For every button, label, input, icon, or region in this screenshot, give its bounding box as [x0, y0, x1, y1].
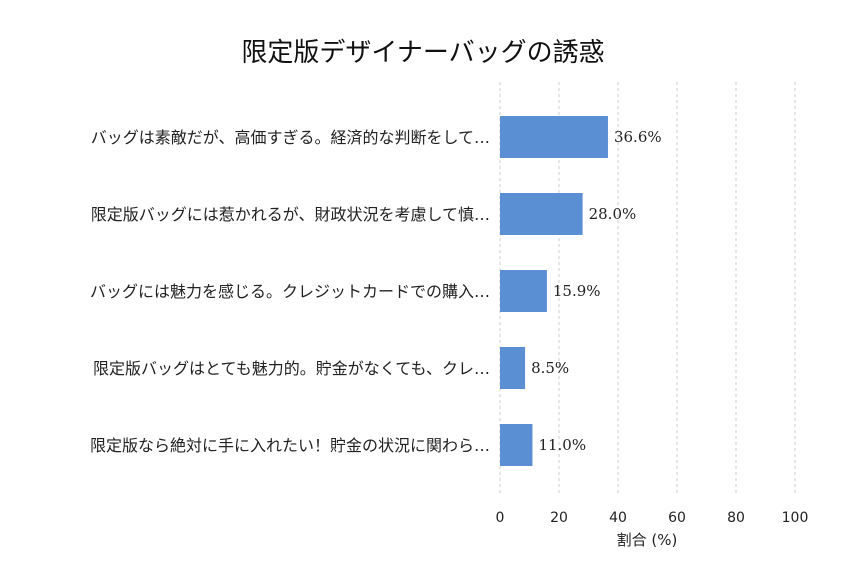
x-tick-label-1: 20: [550, 510, 568, 526]
category-label-3: 限定版バッグはとても魅力的。貯金がなくても、クレ…: [93, 359, 490, 378]
category-label-1: 限定版バッグには惹かれるが、財政状況を考慮して慎…: [91, 205, 490, 224]
bar-2: [500, 270, 547, 312]
bar-4: [500, 424, 533, 466]
bar-3: [500, 347, 526, 389]
category-labels: バッグは素敵だが、高価すぎる。経済的な判断をして… 限定版バッグには惹かれるが、財…: [90, 128, 490, 455]
value-label-1: 28.0%: [589, 205, 637, 223]
x-tick-label-5: 100: [782, 510, 809, 526]
x-tick-label-4: 80: [727, 510, 745, 526]
value-label-4: 11.0%: [538, 436, 586, 454]
value-label-2: 15.9%: [553, 282, 601, 300]
category-label-4: 限定版なら絶対に手に入れたい！貯金の状況に関わら…: [90, 436, 490, 455]
value-label-0: 36.6%: [614, 128, 662, 146]
category-label-0: バッグは素敵だが、高価すぎる。経済的な判断をして…: [91, 128, 490, 147]
category-label-2: バッグには魅力を感じる。クレジットカードでの購入…: [90, 282, 490, 301]
x-axis-label: 割合 (%): [617, 531, 678, 549]
x-tick-label-0: 0: [496, 510, 505, 526]
x-tick-label-2: 40: [609, 510, 627, 526]
bar-0: [500, 116, 608, 158]
value-labels: 36.6% 28.0% 15.9% 8.5% 11.0%: [531, 128, 662, 454]
bar-1: [500, 193, 583, 235]
x-tick-label-3: 60: [668, 510, 686, 526]
chart-title: 限定版デザイナーバッグの誘惑: [241, 38, 604, 68]
bars: [500, 116, 608, 466]
value-label-3: 8.5%: [531, 359, 569, 377]
x-tick-labels: 0 20 40 60 80 100: [496, 510, 809, 526]
